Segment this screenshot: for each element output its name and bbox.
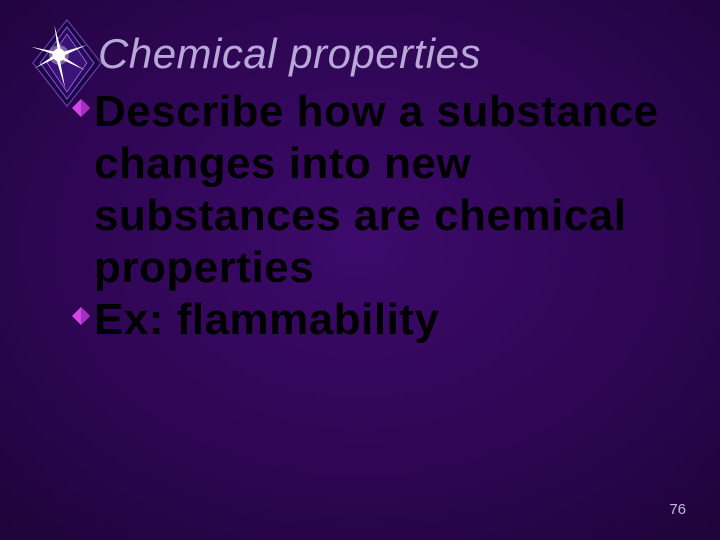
slide-title: Chemical properties (98, 30, 481, 78)
bullet-diamond-icon (68, 86, 94, 130)
page-number: 76 (669, 501, 686, 518)
bullet-text: Ex: flammability (94, 294, 439, 346)
bullet-text: Describe how a substance changes into ne… (94, 86, 680, 294)
bullet-item: Describe how a substance changes into ne… (68, 86, 680, 294)
bullet-item: Ex: flammability (68, 294, 680, 346)
slide-body: Describe how a substance changes into ne… (68, 86, 680, 346)
bullet-diamond-icon (68, 294, 94, 338)
